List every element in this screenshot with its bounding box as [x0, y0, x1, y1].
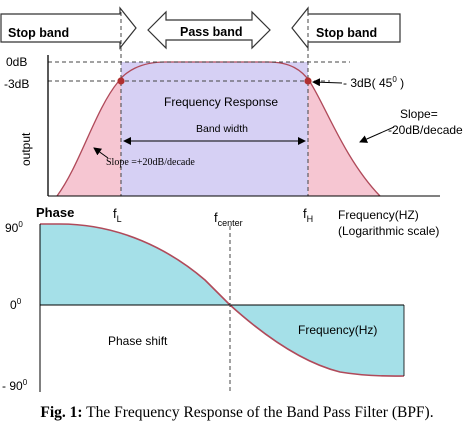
zero-db-label: 0dB	[6, 55, 27, 69]
phase-minus90-label: - 900	[2, 378, 28, 393]
frequency-hz-label: Frequency(Hz)	[298, 323, 377, 337]
output-axis-label: output	[19, 132, 33, 166]
stop-band-right-label: Stop band	[291, 6, 401, 50]
pass-band-fill	[121, 62, 308, 196]
band-width-label: Band width	[196, 123, 248, 135]
minus3db-marker-left	[117, 77, 125, 85]
slope-right-label-1: Slope=	[400, 107, 438, 121]
stop-band-left-label: Stop band	[0, 6, 137, 50]
slope-left-label: Slope =+20dB/decade	[106, 157, 195, 168]
minus3db-label: -3dB	[4, 77, 29, 91]
phase-axis-label: Phase	[36, 205, 74, 220]
caption-text: The Frequency Response of the Band Pass …	[82, 404, 434, 421]
slope-right-label-2: -20dB/decade	[388, 123, 463, 137]
phase-0-label: 00	[10, 297, 22, 312]
f-high-label: fH	[303, 206, 313, 224]
pass-band-label: Pass band	[147, 10, 271, 50]
f-center-label: fcenter	[214, 210, 243, 228]
log-scale-label: (Logarithmic scale)	[338, 224, 439, 238]
frequency-axis-label: Frequency(HZ)	[338, 208, 419, 222]
slope-right-arrow	[359, 126, 395, 143]
minus3db-45-arrow	[312, 78, 343, 87]
pass-band-text: Pass band	[180, 25, 243, 39]
figure-caption: Fig. 1: The Frequency Response of the Ba…	[0, 401, 474, 424]
f-low-label: fL	[113, 206, 122, 224]
minus3db-marker-right	[304, 77, 312, 85]
bpf-diagram: Stop band Pass band Stop band 0dB -3dB -…	[0, 6, 463, 393]
caption-label: Fig. 1:	[40, 404, 83, 421]
stop-band-right-text: Stop band	[316, 26, 377, 40]
frequency-response-label: Frequency Response	[164, 95, 278, 109]
slope-left-arrow	[93, 147, 109, 159]
minus3db-45-label: - 3dB( 450 )	[343, 75, 404, 90]
phase-shift-label: Phase shift	[108, 334, 168, 348]
phase-90-label: 900	[5, 220, 23, 235]
stop-band-left-text: Stop band	[8, 26, 69, 40]
phase-fill-upper	[40, 224, 230, 305]
phase-fill-lower	[230, 305, 404, 377]
